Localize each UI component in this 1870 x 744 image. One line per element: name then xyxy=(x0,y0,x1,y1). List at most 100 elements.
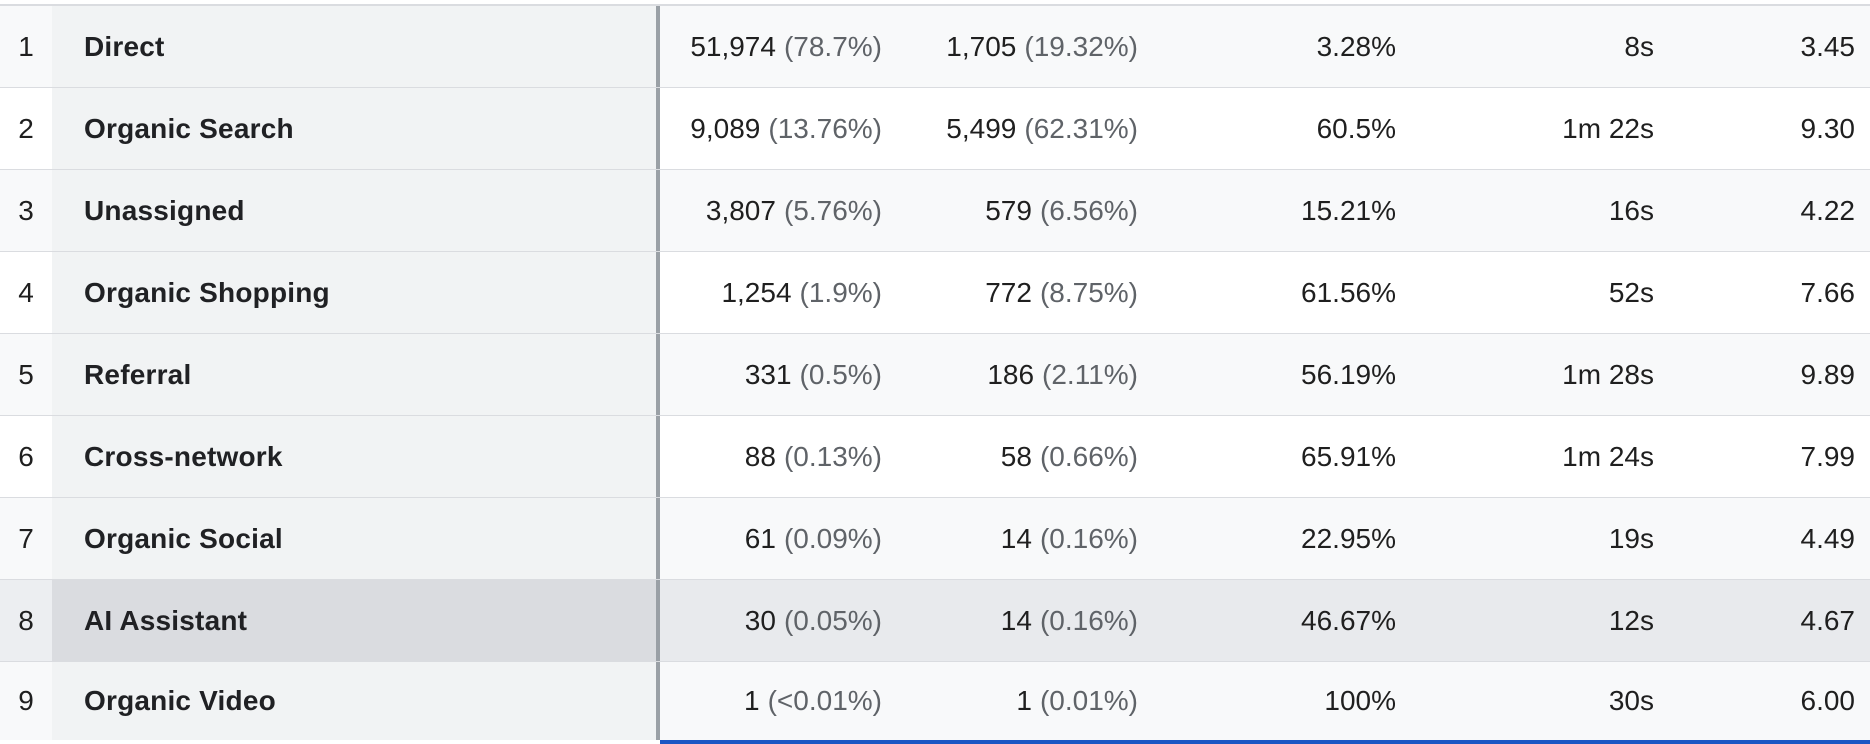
selection-underline xyxy=(660,740,1870,744)
new-users-value: 1 xyxy=(1016,685,1032,716)
events-per-session-cell: 7.99 xyxy=(1800,440,1856,472)
users-cell: 1,254 (1.9%) xyxy=(660,252,882,333)
engagement-rate-cell: 56.19% xyxy=(1301,358,1396,390)
users-value: 331 xyxy=(744,358,792,390)
users-value: 1 xyxy=(744,685,760,716)
channel-name[interactable]: Organic Shopping xyxy=(52,252,656,333)
users-percent: (78.7%) xyxy=(783,30,882,62)
channel-name[interactable]: Unassigned xyxy=(52,170,656,251)
new-users-percent: (19.32%) xyxy=(1024,30,1138,62)
table-row[interactable]: 6 Cross-network 88 (0.13%) 58 (0.66%) 65.9… xyxy=(0,415,1870,497)
avg-engagement-time-cell: 19s xyxy=(1608,522,1654,554)
users-percent: (0.5%) xyxy=(799,358,882,390)
new-users-percent: (2.11%) xyxy=(1042,358,1138,390)
new-users-cell: 14 (0.16%) xyxy=(882,498,1138,579)
users-percent: (0.13%) xyxy=(783,440,882,472)
avg-engagement-time-cell: 52s xyxy=(1608,276,1654,308)
users-value: 3,807 xyxy=(705,194,776,226)
users-cell: 51,974 (78.7%) xyxy=(660,6,882,87)
new-users-cell: 14 (0.16%) xyxy=(882,580,1138,661)
channel-name[interactable]: Organic Search xyxy=(52,88,656,169)
new-users-percent: (0.16%) xyxy=(1039,522,1138,554)
engagement-rate-cell: 22.95% xyxy=(1301,522,1396,554)
engagement-rate-cell: 61.56% xyxy=(1301,276,1396,308)
users-percent: (0.09%) xyxy=(783,522,882,554)
channel-name[interactable]: Referral xyxy=(52,334,656,415)
table-row[interactable]: 5 Referral 331 (0.5%) 186 (2.11%) 56.19% 1… xyxy=(0,333,1870,415)
users-percent: (13.76%) xyxy=(768,112,882,144)
new-users-value: 772 xyxy=(985,276,1032,308)
channel-name[interactable]: AI Assistant xyxy=(52,580,656,661)
users-cell: 88 (0.13%) xyxy=(660,416,882,497)
engagement-rate-cell: 100% xyxy=(1324,685,1396,716)
channel-name[interactable]: Organic Video xyxy=(52,662,656,740)
row-index: 8 xyxy=(0,580,52,661)
channel-name[interactable]: Cross-network xyxy=(52,416,656,497)
table-row-hovered[interactable]: 8 AI Assistant 30 (0.05%) 14 (0.16%) 46.67… xyxy=(0,579,1870,661)
new-users-value: 5,499 xyxy=(946,112,1017,144)
users-value: 1,254 xyxy=(721,276,792,308)
avg-engagement-time-cell: 12s xyxy=(1608,604,1654,636)
column-divider xyxy=(656,662,660,740)
column-divider xyxy=(656,252,660,333)
channel-name[interactable]: Organic Social xyxy=(52,498,656,579)
new-users-cell: 5,499 (62.31%) xyxy=(882,88,1138,169)
new-users-percent: (6.56%) xyxy=(1039,194,1138,226)
engagement-rate-cell: 60.5% xyxy=(1316,112,1396,144)
new-users-percent: (0.66%) xyxy=(1039,440,1138,472)
table-row[interactable]: 2 Organic Search 9,089 (13.76%) 5,499 (62.… xyxy=(0,87,1870,169)
events-per-session-cell: 7.66 xyxy=(1800,276,1856,308)
new-users-value: 58 xyxy=(1000,440,1032,472)
engagement-rate-cell: 15.21% xyxy=(1301,194,1396,226)
engagement-rate-cell: 65.91% xyxy=(1301,440,1396,472)
users-percent: (<0.01%) xyxy=(767,685,882,716)
new-users-percent: (0.16%) xyxy=(1039,604,1138,636)
column-divider xyxy=(656,416,660,497)
avg-engagement-time-cell: 1m 28s xyxy=(1562,358,1654,390)
users-percent: (5.76%) xyxy=(783,194,882,226)
table-top-border xyxy=(0,0,1870,5)
avg-engagement-time-cell: 8s xyxy=(1624,30,1654,62)
table-row[interactable]: 1 Direct 51,974 (78.7%) 1,705 (19.32%) 3.2… xyxy=(0,5,1870,87)
row-index: 3 xyxy=(0,170,52,251)
users-value: 30 xyxy=(744,604,776,636)
users-value: 51,974 xyxy=(690,30,776,62)
new-users-cell: 772 (8.75%) xyxy=(882,252,1138,333)
row-index: 1 xyxy=(0,6,52,87)
new-users-cell: 186 (2.11%) xyxy=(882,334,1138,415)
events-per-session-cell: 6.00 xyxy=(1800,685,1856,716)
events-per-session-cell: 4.49 xyxy=(1800,522,1856,554)
column-divider xyxy=(656,334,660,415)
row-index: 7 xyxy=(0,498,52,579)
users-cell: 61 (0.09%) xyxy=(660,498,882,579)
avg-engagement-time-cell: 1m 24s xyxy=(1562,440,1654,472)
table-row[interactable]: 4 Organic Shopping 1,254 (1.9%) 772 (8.75%… xyxy=(0,251,1870,333)
new-users-value: 1,705 xyxy=(946,30,1017,62)
new-users-value: 14 xyxy=(1000,604,1032,636)
users-percent: (0.05%) xyxy=(783,604,882,636)
users-cell: 3,807 (5.76%) xyxy=(660,170,882,251)
new-users-percent: (62.31%) xyxy=(1024,112,1138,144)
channel-name[interactable]: Direct xyxy=(52,6,656,87)
new-users-value: 14 xyxy=(1000,522,1032,554)
new-users-value: 579 xyxy=(985,194,1032,226)
new-users-cell: 1,705 (19.32%) xyxy=(882,6,1138,87)
new-users-cell: 579 (6.56%) xyxy=(882,170,1138,251)
table-row[interactable]: 7 Organic Social 61 (0.09%) 14 (0.16%) 22.… xyxy=(0,497,1870,579)
avg-engagement-time-cell: 1m 22s xyxy=(1562,112,1654,144)
users-cell: 1 (<0.01%) xyxy=(660,662,882,740)
engagement-rate-cell: 3.28% xyxy=(1316,30,1396,62)
row-index: 9 xyxy=(0,662,52,740)
table-row[interactable]: 3 Unassigned 3,807 (5.76%) 579 (6.56%) 15.… xyxy=(0,169,1870,251)
row-index: 5 xyxy=(0,334,52,415)
column-divider xyxy=(656,580,660,661)
avg-engagement-time-cell: 16s xyxy=(1608,194,1654,226)
new-users-percent: (0.01%) xyxy=(1039,685,1138,716)
engagement-rate-cell: 46.67% xyxy=(1301,604,1396,636)
column-divider xyxy=(656,88,660,169)
column-divider xyxy=(656,170,660,251)
table-row[interactable]: 9 Organic Video 1 (<0.01%) 1 (0.01%) 100% … xyxy=(0,661,1870,740)
row-index: 2 xyxy=(0,88,52,169)
users-value: 9,089 xyxy=(690,112,761,144)
users-cell: 30 (0.05%) xyxy=(660,580,882,661)
